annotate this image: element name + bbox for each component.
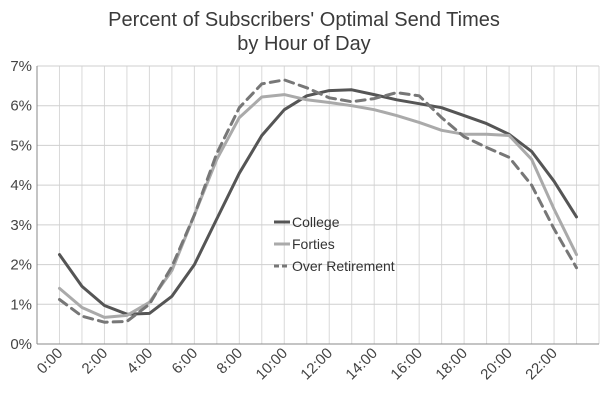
series-line-forties <box>58 93 578 319</box>
y-tick-label: 6% <box>10 98 32 115</box>
y-tick-label: 7% <box>10 58 32 75</box>
y-tick-label: 5% <box>10 137 32 154</box>
x-tick-label: 16:00 <box>387 345 426 384</box>
x-tick-label: 10:00 <box>253 345 292 384</box>
series-line-over-retirement <box>58 78 578 324</box>
legend-label: Over Retirement <box>292 258 395 274</box>
y-tick-label: 0% <box>10 336 32 353</box>
series-line-college <box>58 88 578 316</box>
x-tick-label: 0:00 <box>34 345 67 378</box>
x-tick-label: 8:00 <box>213 345 246 378</box>
legend-label: Forties <box>292 236 335 252</box>
chart-title-line-2: by Hour of Day <box>237 33 371 55</box>
legend-label: College <box>292 214 340 230</box>
y-tick-label: 4% <box>10 177 32 194</box>
x-tick-label: 4:00 <box>124 345 157 378</box>
x-tick-label: 20:00 <box>477 345 516 384</box>
x-tick-label: 6:00 <box>169 345 202 378</box>
y-tick-label: 1% <box>10 296 32 313</box>
y-tick-label: 3% <box>10 217 32 234</box>
x-tick-label: 14:00 <box>342 345 381 384</box>
x-tick-label: 12:00 <box>297 345 336 384</box>
chart-title-line-1: Percent of Subscribers' Optimal Send Tim… <box>108 9 500 31</box>
y-tick-label: 2% <box>10 257 32 274</box>
x-tick-label: 22:00 <box>522 345 561 384</box>
x-tick-label: 2:00 <box>79 345 112 378</box>
x-tick-label: 18:00 <box>432 345 471 384</box>
